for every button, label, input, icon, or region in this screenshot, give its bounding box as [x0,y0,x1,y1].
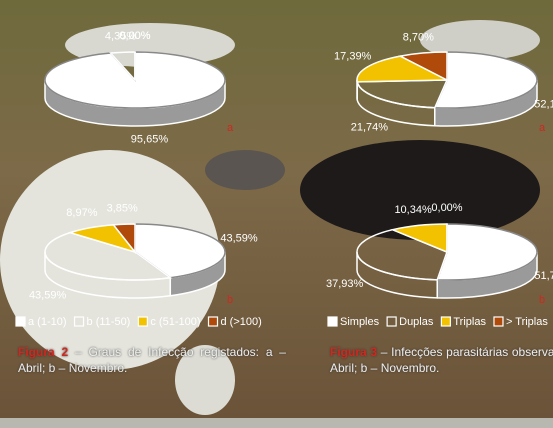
caption-label: Figura 2 [18,345,69,359]
value-label: 17,39% [334,51,372,63]
value-label: 21,74% [351,122,389,134]
panel-letter: a [227,122,234,134]
value-label: 52,17% [534,98,553,110]
pie-slice [433,51,538,109]
legend-label: Simples [340,316,380,328]
legend-label: > Triplas [506,316,548,328]
value-label: 8,97% [66,207,97,219]
legend-swatch [15,316,26,327]
value-label: 37,93% [326,278,364,290]
value-label: 43,59% [220,232,258,244]
value-label: 10,34% [394,204,432,216]
caption: Figura 2 – Graus de Infecção registados:… [18,344,286,376]
caption: Figura 3 – Infecções parasitárias observ… [330,344,553,376]
panel-letter: b [539,294,545,306]
pie-slice [111,223,136,255]
caption-label: Figura 3 [330,345,378,359]
cow [300,140,540,240]
legend-swatch [493,316,504,327]
cow [0,150,220,370]
legend-label: d (>100) [221,316,262,328]
legend-swatch [327,316,338,327]
value-label: 4,35% [105,30,136,42]
legend-label: b (11-50) [87,316,131,328]
pie-slice [436,223,538,281]
legend-label: c (51-100) [150,316,200,328]
pie-slice [44,231,173,281]
pie-slice [356,55,448,83]
legend-label: Triplas [453,316,486,328]
legend-swatch [137,316,148,327]
pie-slice [397,51,448,82]
legend-label: Duplas [399,316,434,328]
value-label: 43,59% [29,289,67,301]
value-label: 8,70% [403,32,434,44]
page-strip [0,418,553,428]
value-label: 0,00% [431,202,462,214]
legend-swatch [386,316,397,327]
value-label: 3,85% [107,202,138,214]
value-label: 0,00% [119,30,150,42]
cow [175,345,235,415]
cow [420,20,540,60]
panel-letter: a [539,122,546,134]
pie-slice [134,223,226,279]
pie-slice [356,228,448,281]
legend-swatch [207,316,219,327]
value-label: 51,73% [534,270,553,282]
cow [205,150,285,190]
caption-text: – Infecções parasitárias observadas: a –… [330,345,553,375]
caption-text: – Graus de Infecção registados: a – Abri… [18,345,286,375]
legend-label: a (1-10) [28,316,67,328]
value-label: 0,00% [119,30,150,42]
pie-slice [356,79,449,109]
legend-swatch [440,316,451,327]
value-label: 95,65% [131,133,169,145]
legend-swatch [73,316,85,327]
panel-letter: b [227,294,233,306]
